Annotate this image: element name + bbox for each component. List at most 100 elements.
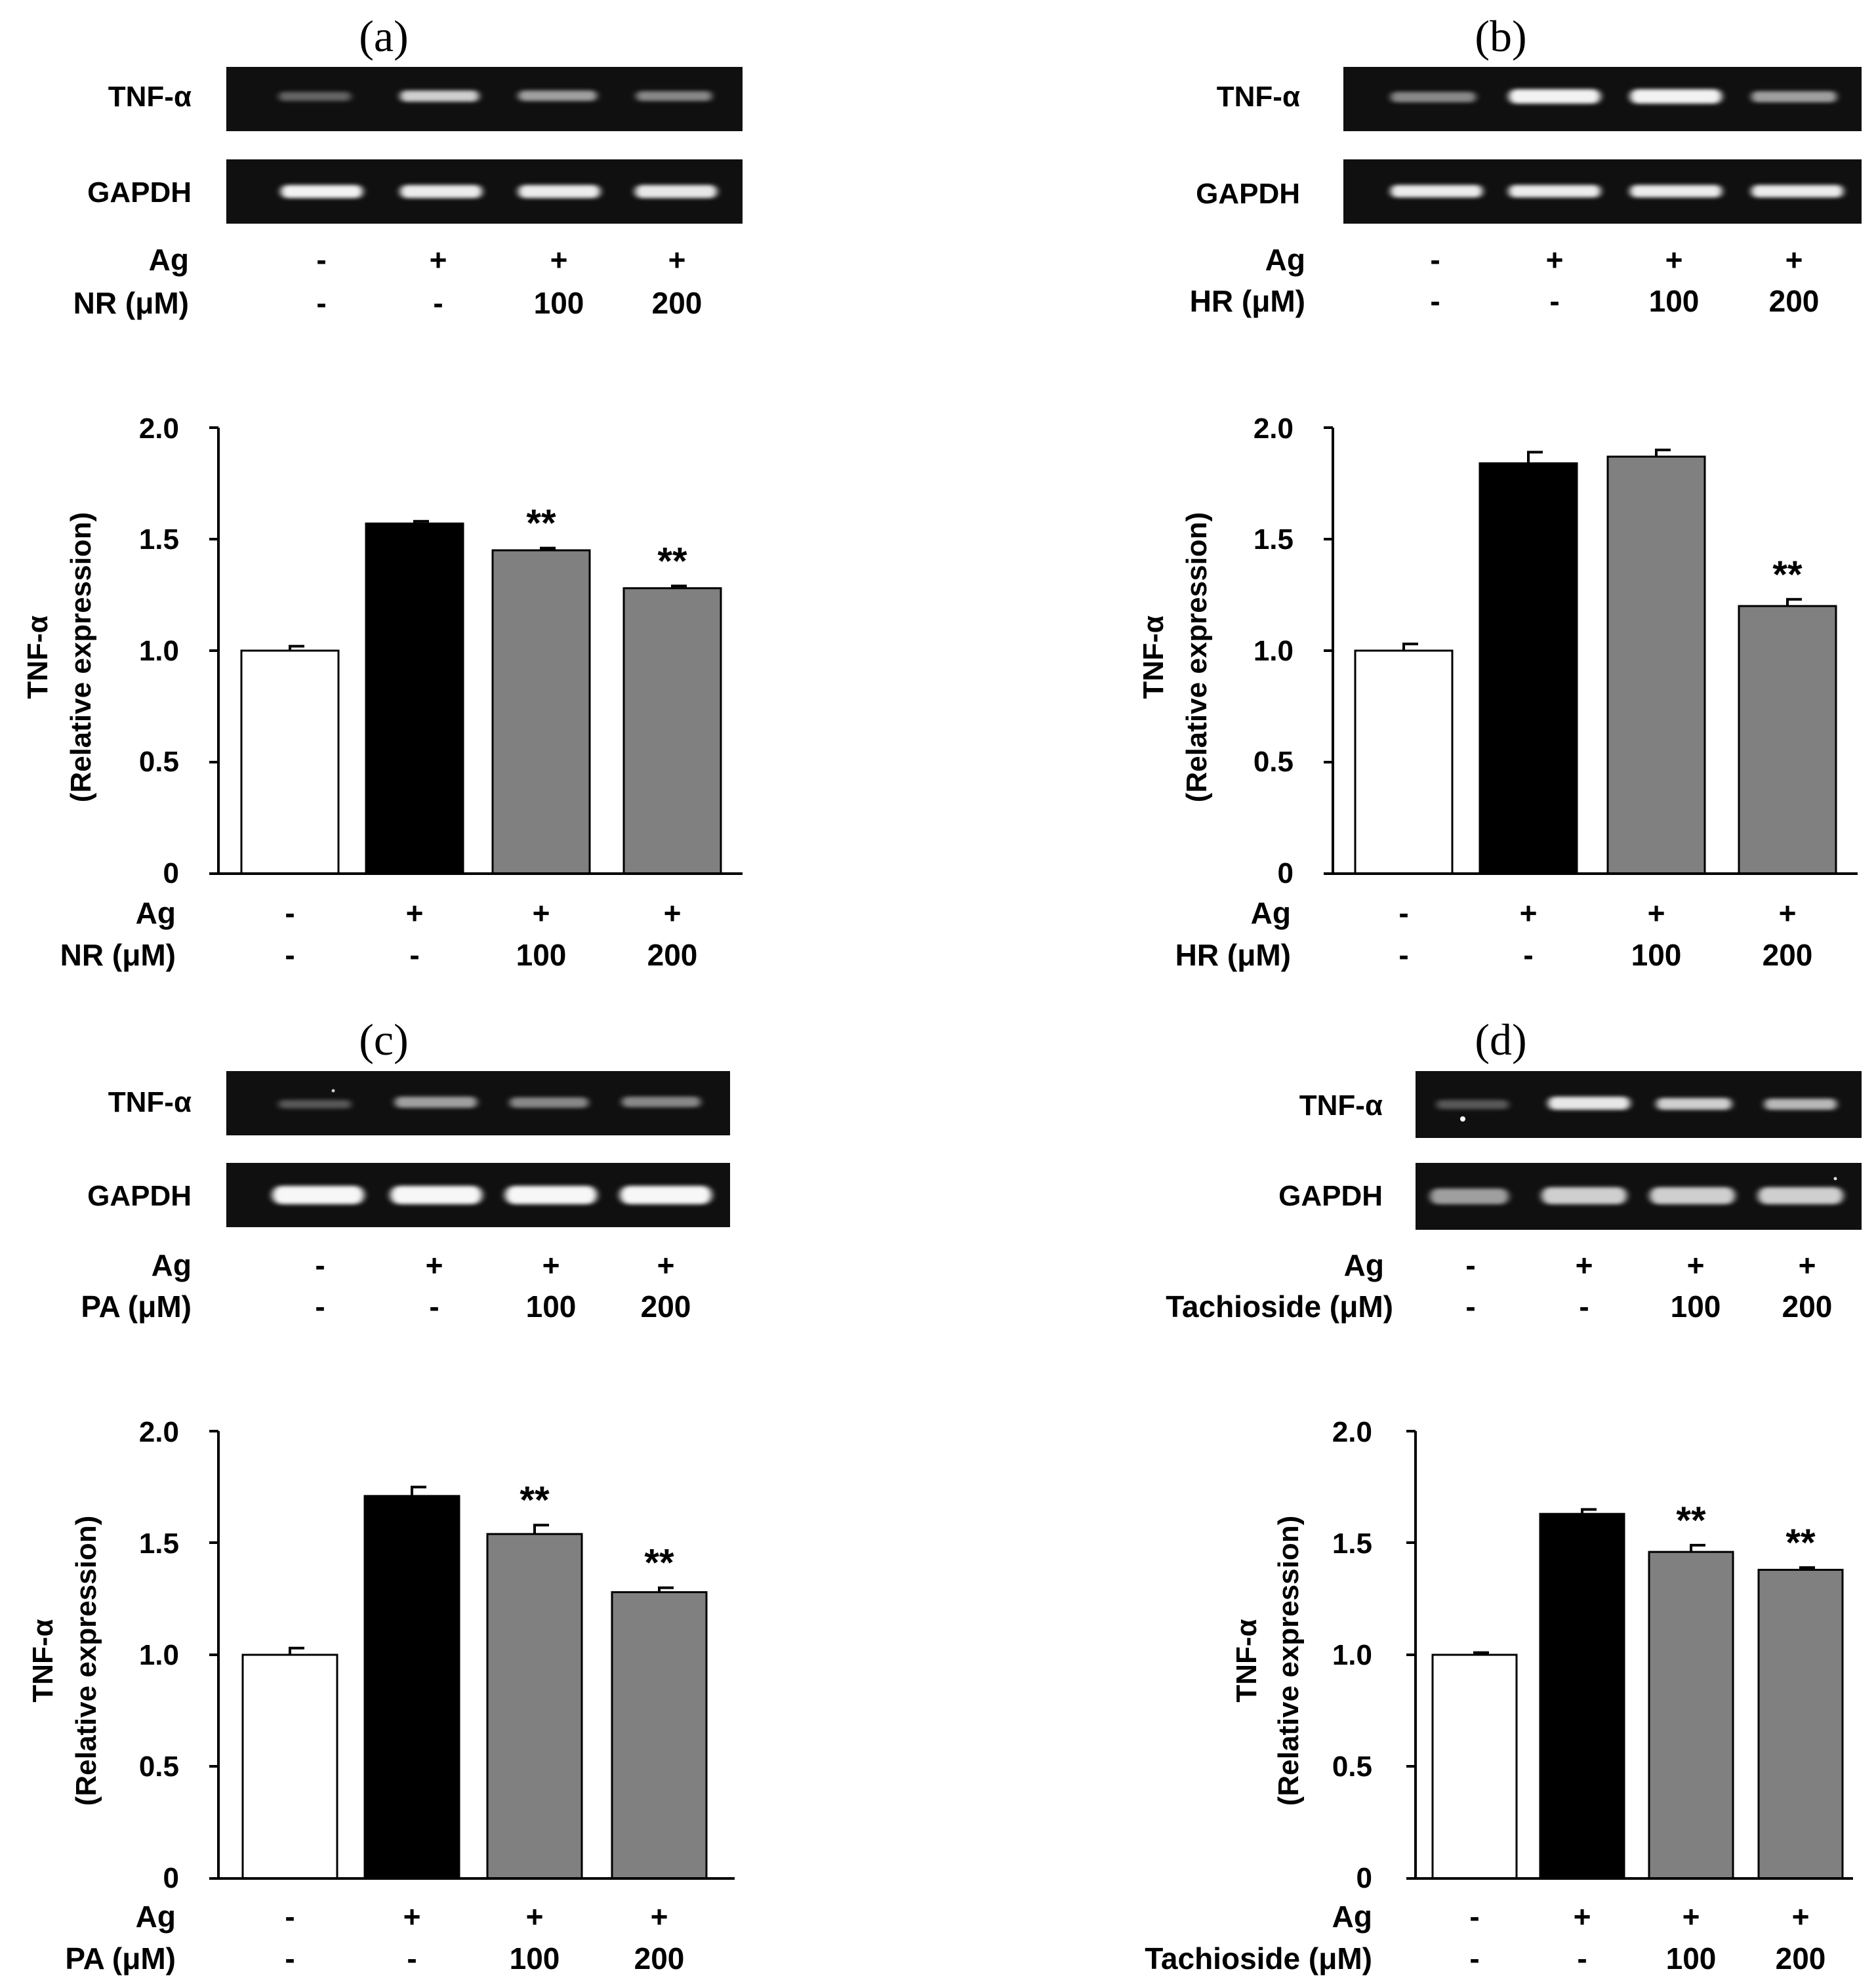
bar — [1648, 1551, 1734, 1880]
y-tick-label: 1.0 — [1254, 635, 1294, 667]
cond-value: + — [533, 896, 550, 930]
panel-d-chart: TNF-α (Relative expression) 0 0.5 1.0 1.… — [1145, 1416, 1853, 1976]
panel-b-chart: TNF-α (Relative expression) 0 0.5 1.0 1.… — [1137, 413, 1858, 972]
cond-value: + — [1687, 1248, 1705, 1282]
band — [636, 91, 712, 101]
cond-value: - — [285, 938, 295, 972]
panel-b-ylabel: TNF-α — [1137, 615, 1170, 699]
bar — [1431, 1653, 1518, 1880]
band — [1656, 1098, 1732, 1110]
band — [279, 92, 351, 101]
cond-value: - — [409, 938, 419, 972]
significance-marker: ** — [1772, 554, 1803, 596]
band — [1650, 1187, 1735, 1204]
band — [620, 1186, 712, 1204]
cond-value: + — [1785, 243, 1803, 277]
band — [1509, 185, 1601, 197]
cond-label: HR (μM) — [1175, 938, 1291, 972]
cond-label: Ag — [1344, 1248, 1384, 1282]
cond-label: NR (μM) — [73, 286, 189, 320]
y-tick-label: 1.0 — [139, 635, 179, 667]
cond-value: + — [657, 1248, 675, 1282]
y-tick-label: 2.0 — [1332, 1416, 1372, 1448]
panel-b-bars: ** — [1354, 449, 1837, 875]
panel-d-x-conditions: Ag - + + + Tachioside (μM) - - 100 200 — [1145, 1899, 1825, 1976]
band — [390, 1186, 482, 1204]
band — [505, 1186, 597, 1204]
cond-label: Ag — [152, 1248, 192, 1282]
cond-value: - — [1577, 1941, 1587, 1976]
y-tick-label: 0 — [163, 1862, 179, 1894]
cond-value: - — [1465, 1248, 1475, 1282]
band — [1391, 92, 1476, 102]
band — [1548, 1097, 1630, 1110]
cond-value: - — [285, 896, 295, 930]
panel-c-gel-conditions: Ag - + + + PA (μM) - - 100 200 — [81, 1248, 691, 1324]
band — [1758, 1187, 1843, 1204]
panel-b-letter: (b) — [1475, 11, 1526, 61]
cond-value: + — [403, 1899, 421, 1934]
band — [518, 91, 597, 101]
band — [1430, 1188, 1509, 1204]
band — [635, 185, 717, 198]
cond-value: - — [316, 243, 326, 277]
band — [281, 185, 363, 198]
panel-c-axes — [209, 1430, 735, 1880]
significance-marker: ** — [657, 540, 687, 582]
bar — [486, 1533, 583, 1880]
cond-value: - — [315, 1248, 325, 1282]
panel-d: (d) TNF-α GAPDH Ag - + + + Tachioside (μ… — [1145, 1015, 1862, 1976]
y-tick-label: 2.0 — [139, 1416, 179, 1448]
cond-value: - — [1523, 938, 1533, 972]
band — [400, 185, 482, 198]
panel-b: (b) TNF-α GAPDH Ag - + + + HR (μM) - - 1… — [1137, 11, 1862, 972]
panel-a-gel-conditions: Ag - + + + NR (μM) - - 100 200 — [73, 243, 703, 320]
panel-d-yticks: 0 0.5 1.0 1.5 2.0 — [1332, 1416, 1372, 1894]
bar — [491, 549, 591, 875]
panel-c: (c) TNF-α GAPDH Ag - + + + PA (μM) - - — [27, 1015, 735, 1976]
bar — [1738, 605, 1837, 875]
y-tick-label: 0.5 — [139, 1751, 179, 1783]
cond-value: + — [1799, 1248, 1816, 1282]
cond-value: 200 — [647, 938, 698, 972]
bar — [1539, 1512, 1625, 1880]
panel-d-gel-label-tnf: TNF-α — [1299, 1089, 1383, 1122]
cond-value: - — [407, 1941, 417, 1976]
cond-value: 100 — [1666, 1941, 1717, 1976]
band — [1630, 89, 1722, 104]
bar — [622, 587, 722, 875]
significance-marker: ** — [1676, 1499, 1706, 1542]
cond-value: + — [1779, 896, 1797, 930]
panel-b-axes — [1324, 426, 1858, 875]
band — [1509, 89, 1601, 104]
y-tick-label: 0.5 — [139, 746, 179, 778]
cond-value: + — [651, 1899, 668, 1934]
panel-a-tnf-bands — [279, 91, 712, 102]
panel-a-x-conditions: Ag - + + + NR (μM) - - 100 200 — [60, 896, 698, 972]
panel-d-tnf-bands — [1437, 1097, 1837, 1122]
cond-value: + — [1682, 1899, 1700, 1934]
y-tick-label: 1.5 — [1254, 523, 1294, 556]
cond-value: + — [1576, 1248, 1593, 1282]
panel-b-gel-conditions: Ag - + + + HR (μM) - - 100 200 — [1190, 243, 1820, 318]
cond-label: HR (μM) — [1190, 284, 1305, 318]
cond-label: Tachioside (μM) — [1145, 1941, 1372, 1976]
band — [1391, 185, 1482, 197]
bar — [1478, 462, 1578, 875]
cond-value: + — [550, 243, 568, 277]
cond-value: 200 — [634, 1941, 685, 1976]
panel-c-yticks: 0 0.5 1.0 1.5 2.0 — [139, 1416, 179, 1894]
panel-a-gel-label-gapdh: GAPDH — [87, 176, 192, 209]
cond-label: Ag — [136, 1899, 176, 1934]
cond-value: - — [285, 1941, 295, 1976]
gel-speck — [1460, 1116, 1465, 1122]
cond-value: + — [526, 1899, 544, 1934]
panel-d-gel-label-gapdh: GAPDH — [1278, 1180, 1383, 1212]
panel-b-tnf-bands — [1391, 89, 1837, 104]
panel-d-letter: (d) — [1475, 1015, 1526, 1065]
panel-a-bars: ** ** — [240, 502, 722, 875]
panel-c-gel-label-gapdh: GAPDH — [87, 1180, 192, 1212]
panel-a-axes — [209, 426, 743, 875]
panel-b-ylabel-2: (Relative expression) — [1181, 512, 1213, 803]
y-tick-label: 1.0 — [1332, 1639, 1372, 1671]
